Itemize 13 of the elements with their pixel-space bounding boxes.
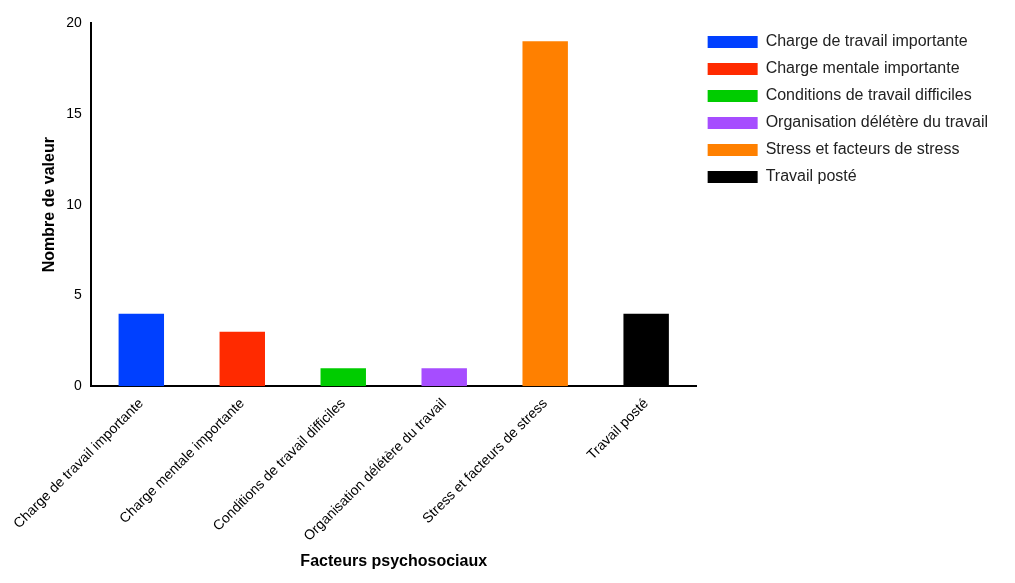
y-axis-title: Nombre de valeur: [40, 137, 58, 273]
x-axis-title: Facteurs psychosociaux: [300, 551, 488, 569]
legend-label: Travail posté: [765, 167, 857, 185]
legend-label: Charge de travail importante: [765, 32, 968, 50]
legend-label: Conditions de travail difficiles: [765, 86, 972, 104]
y-tick-label: 5: [74, 286, 83, 303]
legend-label: Organisation délétère du travail: [765, 113, 989, 131]
y-tick-label: 20: [66, 13, 83, 30]
legend-label: Stress et facteurs de stress: [765, 140, 960, 158]
legend-label: Charge mentale importante: [765, 59, 960, 77]
y-tick-label: 10: [66, 195, 83, 212]
y-tick-label: 15: [66, 104, 83, 121]
y-tick-label: 0: [74, 377, 83, 394]
